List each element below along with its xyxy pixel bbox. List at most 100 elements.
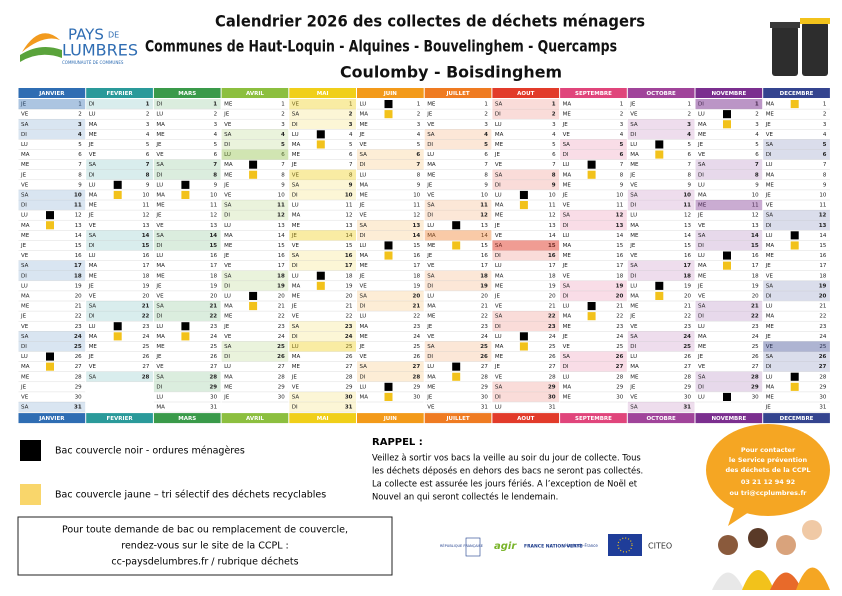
title: Communes de Haut-Loquin - Alquines - Bou… [145, 37, 617, 56]
day-number: 20 [346, 293, 353, 299]
weekday: DI [360, 374, 366, 380]
weekend-shade [492, 99, 560, 110]
month-name: SEPTEMBRE [575, 91, 612, 97]
weekday: SA [292, 253, 300, 259]
black-collection [46, 352, 54, 361]
day-number: 3 [755, 122, 759, 128]
weekend-shade [86, 311, 153, 322]
day-number: 22 [481, 314, 488, 320]
weekday: ME [563, 112, 572, 118]
weekend-shade [560, 220, 627, 231]
weekday: JE [20, 314, 27, 320]
day-number: 1 [552, 102, 556, 108]
weekday: DI [292, 122, 298, 128]
month-header [492, 413, 560, 424]
day-number: 21 [684, 304, 691, 310]
weekday: JE [20, 102, 27, 108]
weekend-shade [221, 270, 289, 281]
weekend-shade [357, 230, 424, 241]
weekday: VE [224, 263, 232, 269]
weekday: VE [495, 162, 503, 168]
weekday: DI [630, 273, 636, 279]
day-number: 21 [819, 304, 826, 310]
weekday: VE [563, 132, 571, 138]
day-number: 28 [819, 374, 826, 380]
day-number: 20 [752, 293, 759, 299]
holiday-shade [221, 149, 289, 160]
day-number: 18 [819, 273, 826, 279]
weekday: LU [630, 283, 637, 289]
day-number: 10 [819, 192, 826, 198]
day-number: 29 [209, 384, 217, 390]
day-number: 17 [819, 263, 826, 269]
weekday: LU [495, 263, 502, 269]
day-number: 20 [684, 293, 691, 299]
weekend-shade [627, 129, 695, 140]
day-number: 9 [552, 182, 556, 188]
day-number: 22 [142, 314, 150, 320]
day-number: 13 [413, 223, 421, 229]
day-number: 5 [146, 142, 150, 148]
weekday: VE [698, 293, 706, 299]
month-header [86, 88, 153, 98]
yellow-collection [316, 140, 325, 149]
day-number: 26 [684, 354, 691, 360]
weekday: JE [291, 162, 298, 168]
day-number: 14 [413, 233, 421, 239]
holiday-shade [289, 230, 356, 241]
day-number: 15 [616, 243, 623, 249]
black-collection [113, 322, 122, 331]
weekday: SA [766, 283, 774, 289]
day-number: 30 [75, 394, 82, 400]
day-number: 9 [417, 182, 421, 188]
weekday: MA [360, 324, 369, 330]
black-collection [181, 180, 190, 189]
weekday: DI [698, 314, 704, 320]
day-number: 12 [752, 213, 759, 219]
day-number: 10 [683, 192, 691, 198]
day-number: 24 [549, 334, 556, 340]
weekday: JE [562, 192, 569, 198]
day-number: 13 [346, 223, 353, 229]
month-name: AVRIL [246, 416, 264, 422]
day-number: 2 [146, 112, 150, 118]
weekday: MA [360, 112, 369, 118]
weekday: VE [630, 182, 638, 188]
day-number: 20 [413, 293, 421, 299]
day-number: 4 [620, 132, 624, 138]
day-number: 27 [752, 364, 759, 370]
day-number: 23 [752, 324, 759, 330]
weekend-shade [153, 230, 221, 241]
weekend-shade [492, 250, 560, 261]
weekday: ME [495, 142, 504, 148]
day-number: 2 [688, 112, 692, 118]
weekday: VE [224, 334, 232, 340]
weekday: SA [360, 152, 368, 158]
weekday: LU [766, 233, 773, 239]
day-number: 16 [548, 253, 556, 259]
weekday: SA [21, 263, 29, 269]
weekday: VE [156, 223, 164, 229]
day-number: 10 [74, 192, 82, 198]
day-number: 26 [277, 354, 285, 360]
day-number: 3 [417, 122, 421, 128]
day-number: 8 [688, 172, 692, 178]
weekday: JE [155, 142, 162, 148]
weekday: MA [224, 374, 233, 380]
weekday: LU [630, 354, 637, 360]
weekend-shade [18, 402, 86, 413]
weekday: VE [156, 152, 164, 158]
weekday: DI [563, 223, 569, 229]
weekday: LU [630, 213, 637, 219]
day-number: 30 [548, 394, 556, 400]
month-header [763, 88, 830, 98]
weekday: SA [360, 364, 368, 370]
weekday: JE [629, 384, 636, 390]
weekend-shade [221, 351, 289, 362]
day-number: 18 [616, 273, 623, 279]
day-number: 5 [552, 142, 556, 148]
month-name: JANVIER [38, 91, 65, 97]
bubble-tail [728, 505, 752, 526]
weekday: LU [224, 152, 231, 158]
day-number: 22 [278, 314, 285, 320]
